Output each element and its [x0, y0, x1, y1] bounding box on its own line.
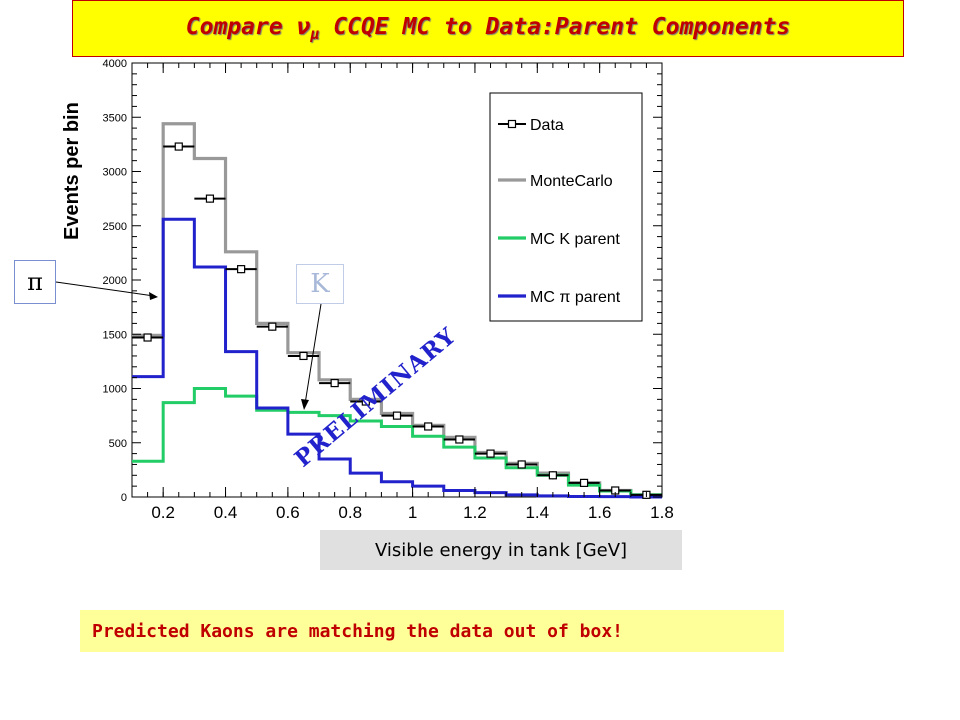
data-point [163, 142, 195, 151]
data-point [474, 449, 507, 458]
y-tick-label: 3500 [103, 112, 127, 124]
title-banner: Compare νμ CCQE MC to Data:Parent Compon… [72, 0, 904, 57]
data-point-marker [237, 265, 246, 274]
preliminary-watermark: PRELIMINARY [290, 322, 462, 472]
x-tick-label: 0.2 [151, 503, 175, 522]
data-point-marker [455, 435, 464, 444]
data-point-marker [424, 422, 433, 431]
data-point [194, 194, 226, 203]
y-tick-label: 1000 [103, 384, 127, 396]
data-point [568, 478, 600, 487]
data-point-marker [268, 322, 277, 331]
k-callout: K [296, 264, 344, 304]
pi-callout: π [14, 260, 56, 304]
y-axis-label: Events per bin [61, 102, 83, 240]
x-axis-label: Visible energy in tank [GeV] [320, 530, 682, 570]
y-tick-label: 2500 [103, 221, 127, 233]
data-point [350, 397, 382, 406]
legend-label-montecarlo: MonteCarlo [530, 173, 613, 190]
x-tick-label: 0.6 [276, 503, 300, 522]
x-tick-label: 0.4 [214, 503, 238, 522]
data-point-marker [361, 397, 370, 406]
data-point [225, 265, 257, 274]
legend-marker-data [507, 119, 517, 129]
data-point-marker [330, 378, 339, 388]
y-tick-label: 0 [121, 492, 127, 504]
x-tick-label: 1 [408, 503, 417, 522]
x-tick-label: 1.8 [650, 503, 674, 522]
data-point [256, 322, 288, 331]
data-point-marker [205, 194, 215, 203]
x-tick-label: 1.6 [588, 503, 612, 522]
legend-label-data: Data [530, 117, 564, 134]
data-point-marker [299, 351, 308, 361]
x-tick-label: 0.8 [338, 503, 362, 522]
data-point [381, 411, 413, 420]
legend-box [489, 92, 643, 322]
data-point [537, 471, 569, 480]
legend: Data MonteCarlo MC K parent MC π parent [489, 92, 643, 322]
data-point [287, 351, 320, 361]
y-tick-label: 1500 [103, 329, 127, 341]
data-point-marker [392, 411, 402, 420]
x-tick-label: 1.4 [525, 503, 549, 522]
data-point [132, 333, 164, 342]
data-point-marker [517, 460, 526, 469]
data-point-marker [579, 478, 589, 487]
data-point [443, 435, 475, 444]
data-point [412, 422, 444, 431]
data-point [506, 460, 538, 469]
series-mc-k-parent [132, 387, 662, 497]
x-tick-label: 1.2 [463, 503, 487, 522]
conclusion-note: Predicted Kaons are matching the data ou… [80, 610, 784, 652]
arrow-pi [55, 281, 158, 300]
page-title: Compare νμ CCQE MC to Data:Parent Compon… [185, 14, 791, 43]
legend-label-mc-k-parent: MC K parent [530, 231, 620, 248]
legend-label-mc-parent: MC π parent [530, 289, 621, 306]
data-point-marker [548, 471, 557, 480]
data-point [319, 378, 351, 388]
tick-group: 0 500 1000 1500 2000 2500 3000 3500 4000 0.2 0.4 0.… [103, 58, 674, 522]
data-point-marker [486, 449, 495, 458]
data-point-marker [174, 142, 183, 151]
data-point-marker [143, 333, 152, 342]
y-tick-label: 3000 [103, 167, 127, 179]
y-tick-label: 2000 [103, 275, 127, 287]
arrow-k [301, 303, 322, 410]
y-tick-label: 4000 [103, 58, 127, 70]
y-tick-label: 500 [109, 438, 127, 450]
